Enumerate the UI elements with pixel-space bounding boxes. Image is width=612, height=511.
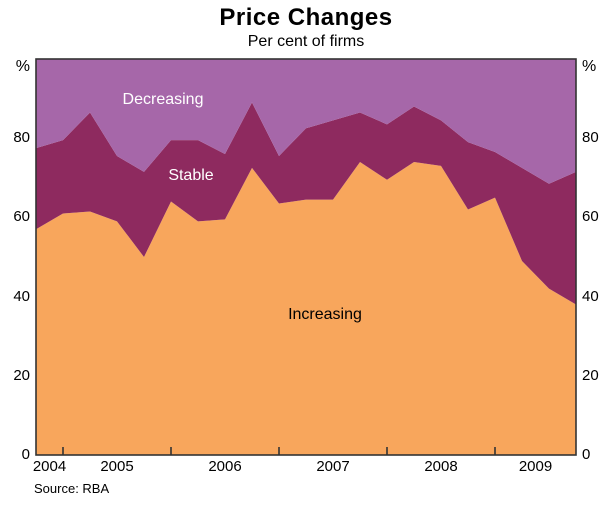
y-tick-label-right: 0 — [582, 446, 591, 463]
y-tick-label-right: 40 — [582, 287, 599, 305]
plot-border — [35, 58, 577, 456]
x-year-label: 2009 — [518, 458, 553, 475]
y-tick-label-left: 80 — [13, 129, 30, 147]
area-increasing — [36, 161, 576, 455]
y-tick-label-left: 0 — [21, 446, 30, 463]
x-year-label: 2007 — [316, 458, 350, 475]
series-label-decreasing: Decreasing — [122, 91, 204, 108]
series-label-increasing: Increasing — [288, 306, 362, 323]
chart-title: Price Changes — [219, 4, 393, 31]
y-axis-unit-right: % — [582, 58, 597, 75]
area-decreasing — [36, 59, 576, 184]
area-stable — [36, 102, 576, 305]
y-axis-unit-left: % — [15, 58, 30, 75]
series-label-stable: Stable — [168, 167, 214, 184]
chart-subtitle: Per cent of firms — [247, 33, 365, 50]
y-tick-label-right: 80 — [582, 129, 599, 147]
y-tick-label-left: 40 — [13, 287, 30, 305]
y-tick-label-right: 20 — [582, 366, 599, 384]
y-tick-label-left: 20 — [13, 366, 30, 384]
y-tick-label-left: 60 — [13, 208, 30, 226]
x-year-label: 2008 — [424, 458, 458, 475]
x-year-label: 2006 — [208, 458, 242, 475]
x-year-label: 2004 — [32, 458, 67, 475]
x-year-label: 2005 — [100, 458, 134, 475]
y-tick-label-right: 60 — [582, 208, 599, 226]
source-note: Source: RBA — [34, 481, 110, 496]
